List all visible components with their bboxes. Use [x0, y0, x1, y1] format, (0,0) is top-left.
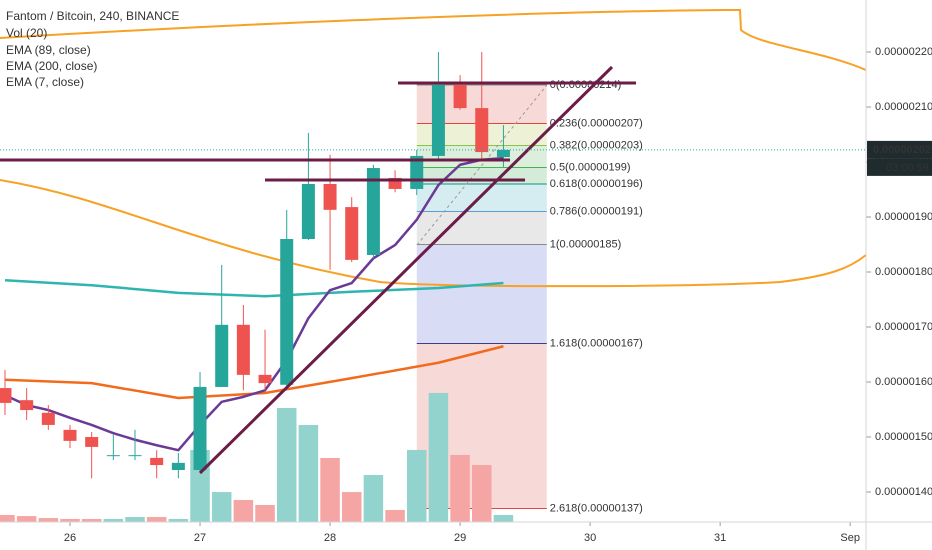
legend-entry: EMA (89, close): [6, 43, 91, 57]
candle-body: [128, 455, 142, 457]
candle-body: [431, 84, 445, 156]
last-price-box: [867, 140, 932, 159]
fib-label: 1(0.00000185): [550, 238, 622, 250]
volume-bar: [385, 509, 405, 522]
fib-label: 0.382(0.00000203): [550, 139, 643, 151]
candle-body: [366, 168, 380, 255]
fib-label: 0.618(0.00000196): [550, 178, 643, 190]
volume-bar: [16, 516, 37, 522]
candle-body: [41, 412, 55, 425]
candle-body: [171, 462, 185, 471]
ema-line: [4, 279, 504, 298]
candle-body: [301, 183, 315, 239]
y-tick-label: 0.00000220: [875, 46, 932, 58]
candle-body: [475, 108, 489, 153]
x-tick-label: 28: [324, 532, 336, 544]
x-tick-label: Sep: [840, 532, 860, 544]
y-tick-label: 0.00000160: [875, 376, 932, 388]
fib-label: 0(0.00000214): [550, 79, 622, 91]
y-tick-label: 0.00000150: [875, 431, 932, 443]
candle-body: [150, 457, 164, 466]
volume-bar: [472, 465, 492, 522]
x-tick-label: 30: [584, 532, 596, 544]
ema-line: [4, 156, 504, 452]
volume-bar: [363, 475, 384, 522]
ema-layer: [4, 156, 504, 452]
volume-bar: [233, 499, 254, 522]
volume-bar: [38, 518, 59, 522]
countdown-label: 03:00:59: [886, 162, 929, 174]
candle-body: [106, 455, 120, 457]
volume-bar: [168, 518, 189, 522]
fib-label: 0.786(0.00000191): [550, 205, 643, 217]
y-tick-label: 0.00000140: [875, 486, 932, 498]
candle-body: [193, 386, 207, 471]
candle-body: [0, 388, 12, 403]
candle-body: [215, 324, 229, 387]
volume-bar: [0, 515, 15, 522]
y-tick-label: 0.00000210: [875, 101, 932, 113]
candle-body: [323, 183, 337, 210]
last-price-label: 0.00000202: [873, 144, 931, 156]
y-tick-label: 0.00000180: [875, 266, 932, 278]
legend-title: Fantom / Bitcoin, 240, BINANCE: [6, 9, 179, 23]
volume-bar: [125, 516, 145, 522]
candle-body: [388, 177, 402, 189]
x-tick-label: 29: [454, 532, 466, 544]
countdown-box: [867, 158, 932, 176]
volume-bar: [428, 392, 449, 522]
candle-body: [345, 207, 359, 260]
ema-line: [4, 345, 504, 400]
y-tick-label: 0.00000190: [875, 211, 932, 223]
legend-entry: EMA (7, close): [6, 75, 84, 89]
trend-line: [198, 65, 614, 475]
volume-bar: [493, 515, 514, 522]
candle-body: [453, 84, 467, 109]
candle-body: [85, 437, 99, 447]
candle-body: [496, 149, 510, 158]
fib-label: 0.236(0.00000207): [550, 117, 643, 129]
volume-bar: [320, 458, 340, 522]
fib-label: 2.618(0.00000137): [550, 502, 643, 514]
volume-bar: [211, 492, 232, 522]
y-tick-label: 0.00000170: [875, 321, 932, 333]
legend-entry: EMA (200, close): [6, 59, 97, 73]
last-price-layer: 0.00000202 03:00:59: [0, 140, 932, 176]
volume-bar: [341, 492, 362, 522]
volume-bar: [60, 518, 80, 522]
volume-bar: [103, 518, 124, 522]
fib-trend: [416, 84, 548, 246]
volume-bar: [81, 518, 102, 522]
x-tick-label: 27: [194, 532, 206, 544]
fib-label: 0.5(0.00000199): [550, 161, 631, 173]
volume-bar: [255, 504, 275, 522]
volume-bar: [298, 425, 319, 522]
candle-body: [280, 238, 294, 385]
volume-bar: [406, 449, 427, 522]
legend: Fantom / Bitcoin, 240, BINANCE Vol (20) …: [6, 9, 179, 89]
candle-body: [20, 400, 34, 411]
candle-body: [258, 374, 272, 384]
candle-body: [236, 324, 250, 375]
candle-body: [63, 429, 77, 441]
volume-bar: [276, 408, 297, 522]
x-tick-label: 31: [714, 532, 726, 544]
fib-zone: [416, 183, 547, 212]
volume-layer: [0, 392, 514, 522]
fib-zone: [416, 167, 547, 184]
volume-bar: [450, 454, 470, 522]
volume-bar: [146, 516, 167, 522]
fib-label: 1.618(0.00000167): [550, 337, 643, 349]
fib-zone: [416, 244, 547, 344]
legend-volume: Vol (20): [6, 26, 47, 40]
x-tick-label: 26: [64, 532, 76, 544]
candle-layer: [0, 51, 510, 479]
upper-band: [0, 9, 867, 71]
